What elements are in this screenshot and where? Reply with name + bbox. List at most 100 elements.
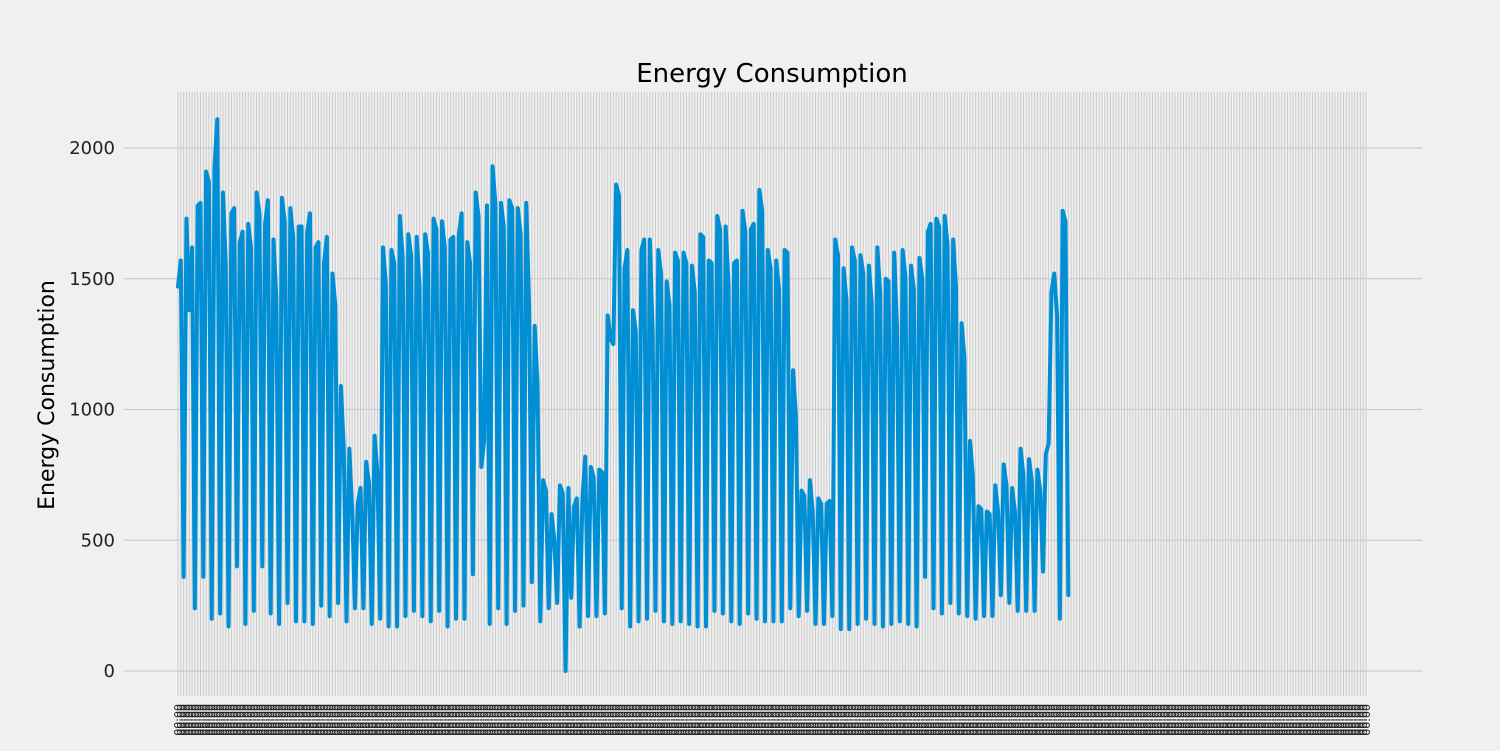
- x-tick-label: 00:00: [1088, 704, 1101, 736]
- x-tick-label: 00:00: [548, 704, 561, 736]
- x-tick-label: 00:00: [986, 704, 999, 736]
- x-tick-label: 00:00: [1051, 704, 1064, 736]
- x-tick-label: 00:00: [689, 704, 702, 736]
- x-tick-label: 00:00: [194, 704, 207, 736]
- x-tick-label: 00:00: [1273, 704, 1286, 736]
- x-tick-label: 00:00: [1189, 704, 1202, 736]
- x-tick-label: 00:00: [734, 704, 747, 736]
- x-tick-label: 00:00: [1234, 704, 1247, 736]
- x-tick-label: 00:00: [795, 704, 808, 736]
- x-tick-label: 00:00: [967, 704, 980, 736]
- x-tick-label: 00:00: [262, 704, 275, 736]
- x-tick-label: 00:00: [298, 704, 311, 736]
- x-tick-label: 00:00: [498, 704, 511, 736]
- x-tick-label: 00:00: [854, 704, 867, 736]
- x-tick-label: 00:00: [1020, 704, 1033, 736]
- x-tick-label: 00:00: [992, 704, 1005, 736]
- x-tick-label: 00:00: [1214, 704, 1227, 736]
- x-tick-label: 00:00: [442, 704, 455, 736]
- x-tick-label: 00:00: [942, 704, 955, 736]
- x-tick-label: 00:00: [902, 704, 915, 736]
- x-tick-label: 00:00: [225, 704, 238, 736]
- x-tick-label: 00:00: [821, 704, 834, 736]
- x-tick-label: 00:00: [1144, 704, 1157, 736]
- x-tick-label: 00:00: [1012, 704, 1025, 736]
- x-tick-label: 00:00: [1068, 704, 1081, 736]
- x-tick-label: 00:00: [1267, 704, 1280, 736]
- x-tick-label: 00:00: [282, 704, 295, 736]
- x-tick-label: 00:00: [683, 704, 696, 736]
- x-tick-label: 00:00: [217, 704, 230, 736]
- x-tick-label: 00:00: [1096, 704, 1109, 736]
- x-tick-label: 00:00: [408, 704, 421, 736]
- x-tick-label: 00:00: [706, 704, 719, 736]
- x-tick-label: 00:00: [939, 704, 952, 736]
- x-tick-label: 00:00: [860, 704, 873, 736]
- x-tick-label: 00:00: [1315, 704, 1328, 736]
- x-tick-label: 00:00: [880, 704, 893, 736]
- x-tick-label: 00:00: [840, 704, 853, 736]
- x-tick-label: 00:00: [253, 704, 266, 736]
- x-tick-label: 00:00: [456, 704, 469, 736]
- x-tick-label: 00:00: [1307, 704, 1320, 736]
- x-tick-label: 00:00: [1141, 704, 1154, 736]
- x-tick-label: 00:00: [1239, 704, 1252, 736]
- x-tick-label: 00:00: [1076, 704, 1089, 736]
- x-tick-label: 00:00: [1194, 704, 1207, 736]
- x-tick-label: 00:00: [571, 704, 584, 736]
- x-tick-label: 00:00: [1017, 704, 1030, 736]
- x-tick-label: 00:00: [1206, 704, 1219, 736]
- x-tick-label: 00:00: [276, 704, 289, 736]
- x-tick-label: 00:00: [487, 704, 500, 736]
- x-tick-label: 00:00: [1357, 704, 1370, 736]
- x-tick-label: 00:00: [1253, 704, 1266, 736]
- x-tick-label: 00:00: [557, 704, 570, 736]
- x-tick-label: 00:00: [1312, 704, 1325, 736]
- x-tick-label: 00:00: [324, 704, 337, 736]
- x-tick-label: 00:00: [745, 704, 758, 736]
- x-tick-label: 00:00: [981, 704, 994, 736]
- x-tick-label: 00:00: [267, 704, 280, 736]
- x-tick-label: 00:00: [1082, 704, 1095, 736]
- x-tick-label: 00:00: [956, 704, 969, 736]
- x-tick-label: 00:00: [1175, 704, 1188, 736]
- x-tick-label: 00:00: [995, 704, 1008, 736]
- x-tick-label: 00:00: [972, 704, 985, 736]
- x-tick-label: 00:00: [335, 704, 348, 736]
- x-tick-label: 00:00: [824, 704, 837, 736]
- x-tick-label: 00:00: [1284, 704, 1297, 736]
- x-tick-label: 00:00: [675, 704, 688, 736]
- x-tick-label: 00:00: [829, 704, 842, 736]
- x-tick-label: 00:00: [341, 704, 354, 736]
- x-tick-label: 00:00: [1113, 704, 1126, 736]
- x-tick-label: 00:00: [1346, 704, 1359, 736]
- x-tick-label: 00:00: [798, 704, 811, 736]
- x-tick-label: 00:00: [1057, 704, 1070, 736]
- x-tick-label: 00:00: [849, 704, 862, 736]
- x-tick-label: 00:00: [470, 704, 483, 736]
- x-tick-label: 00:00: [321, 704, 334, 736]
- y-tick-label: 0: [104, 661, 115, 682]
- x-tick-label: 00:00: [377, 704, 390, 736]
- x-tick-label: 00:00: [728, 704, 741, 736]
- x-tick-label: 00:00: [599, 704, 612, 736]
- x-tick-label: 00:00: [366, 704, 379, 736]
- x-tick-label: 00:00: [484, 704, 497, 736]
- x-tick-label: 00:00: [1177, 704, 1190, 736]
- x-tick-label: 00:00: [1161, 704, 1174, 736]
- x-tick-label: 00:00: [405, 704, 418, 736]
- x-tick-label: 00:00: [877, 704, 890, 736]
- x-tick-label: 00:00: [495, 704, 508, 736]
- x-tick-label: 00:00: [961, 704, 974, 736]
- x-tick-label: 00:00: [1231, 704, 1244, 736]
- x-tick-label: 00:00: [984, 704, 997, 736]
- x-tick-label: 00:00: [251, 704, 264, 736]
- x-tick-label: 00:00: [975, 704, 988, 736]
- x-tick-label: 00:00: [1166, 704, 1179, 736]
- x-axis-ticks: 00:0000:0000:0000:0000:0000:0000:0000:00…: [172, 704, 1373, 736]
- x-tick-label: 00:00: [234, 704, 247, 736]
- x-tick-label: 00:00: [388, 704, 401, 736]
- x-tick-label: 00:00: [206, 704, 219, 736]
- x-tick-label: 00:00: [290, 704, 303, 736]
